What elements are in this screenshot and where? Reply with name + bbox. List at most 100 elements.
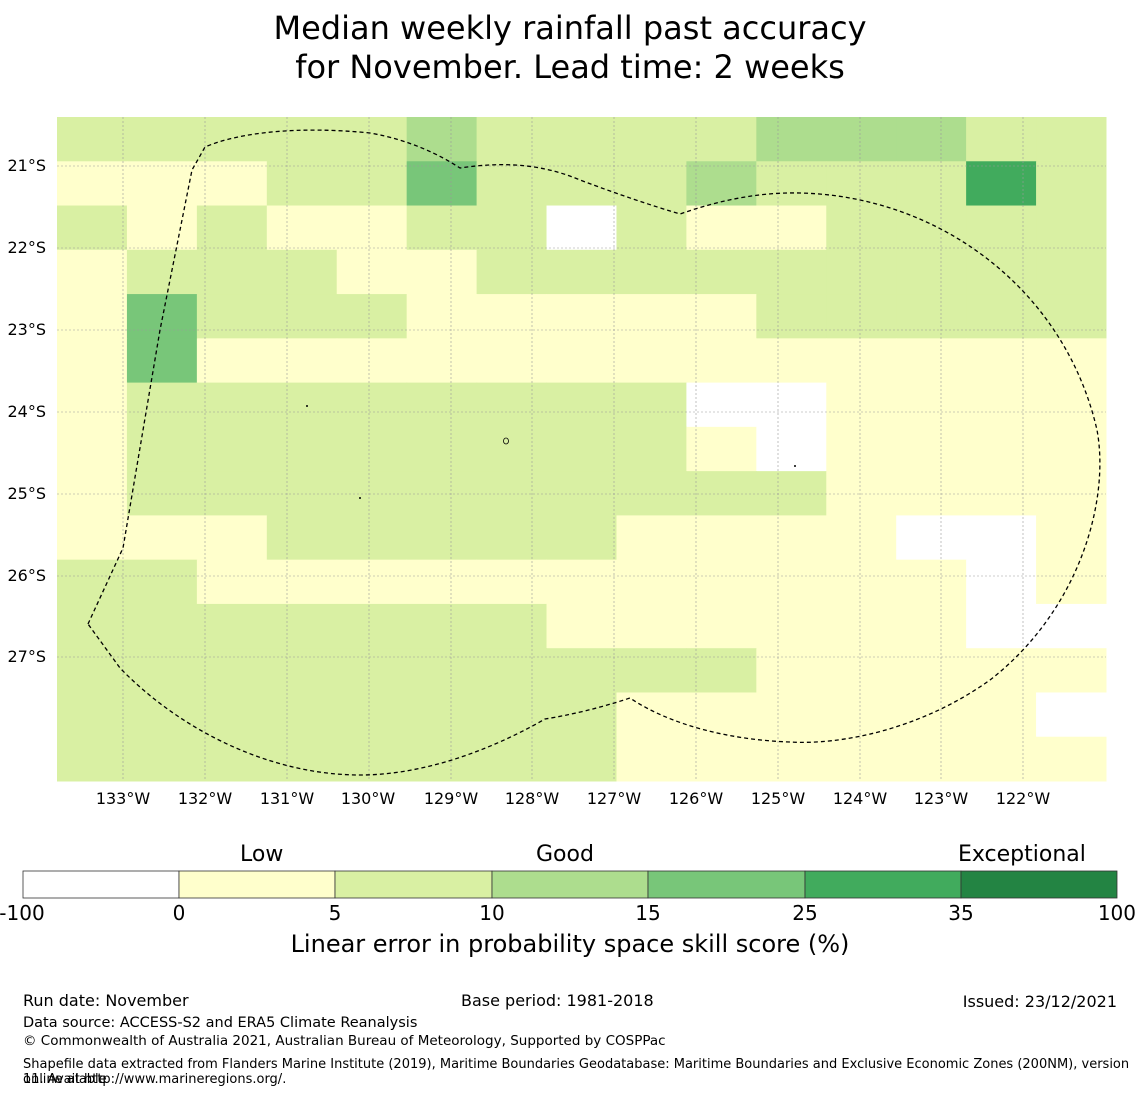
skill-cell <box>686 692 756 737</box>
skill-cell <box>337 604 407 649</box>
skill-cell <box>1036 427 1106 472</box>
skill-cell <box>756 117 826 162</box>
colorbar-tick: 25 <box>765 901 845 925</box>
skill-cell <box>1036 294 1106 339</box>
skill-cell <box>616 737 686 782</box>
skill-cell <box>127 604 197 649</box>
skill-cell <box>616 604 686 649</box>
skill-cell <box>1036 161 1106 206</box>
skill-cell <box>197 427 267 472</box>
skill-cell <box>57 383 127 428</box>
skill-cell <box>337 692 407 737</box>
skill-cell <box>966 117 1036 162</box>
lon-label: 130°W <box>328 789 408 808</box>
skill-cell <box>57 427 127 472</box>
skill-cell <box>547 471 617 516</box>
colorbar-tick: 100 <box>1058 901 1136 925</box>
skill-cell <box>1036 206 1106 251</box>
skill-cell <box>826 427 896 472</box>
skill-cell <box>686 471 756 516</box>
skill-cell <box>127 117 197 162</box>
skill-cell <box>896 692 966 737</box>
skill-cell <box>686 560 756 605</box>
colorbar-tick: 35 <box>921 901 1001 925</box>
skill-cell <box>616 560 686 605</box>
skill-cell <box>686 294 756 339</box>
skill-cell <box>547 560 617 605</box>
skill-cell <box>477 515 547 560</box>
skill-cell <box>477 383 547 428</box>
skill-cell <box>616 338 686 383</box>
skill-cell <box>267 294 337 339</box>
skill-cell <box>826 383 896 428</box>
skill-cell <box>547 338 617 383</box>
skill-cell <box>966 250 1036 295</box>
island-marker <box>359 497 361 499</box>
colorbar-category-low: Low <box>240 842 283 867</box>
skill-cell <box>197 604 267 649</box>
copyright: © Commonwealth of Australia 2021, Austra… <box>23 1033 666 1049</box>
skill-cell <box>197 560 267 605</box>
skill-cell <box>826 471 896 516</box>
skill-cell <box>337 206 407 251</box>
colorbar-tick: -100 <box>0 901 62 925</box>
skill-cell <box>267 560 337 605</box>
skill-grid-cells <box>57 117 1107 782</box>
skill-cell <box>966 294 1036 339</box>
skill-cell <box>966 338 1036 383</box>
skill-cell <box>477 604 547 649</box>
skill-cell <box>547 515 617 560</box>
skill-cell <box>896 294 966 339</box>
skill-cell <box>127 383 197 428</box>
skill-cell <box>197 515 267 560</box>
run-date: Run date: November <box>23 991 189 1010</box>
skill-cell <box>267 692 337 737</box>
skill-cell <box>477 250 547 295</box>
skill-cell <box>756 250 826 295</box>
skill-cell <box>896 117 966 162</box>
skill-cell <box>267 206 337 251</box>
skill-cell <box>477 560 547 605</box>
skill-cell <box>407 294 477 339</box>
skill-cell <box>966 383 1036 428</box>
skill-cell <box>896 338 966 383</box>
issued-date: Issued: 23/12/2021 <box>963 992 1117 1011</box>
skill-cell <box>57 338 127 383</box>
skill-cell <box>267 427 337 472</box>
skill-cell <box>197 692 267 737</box>
colorbar-label: Linear error in probability space skill … <box>0 930 1140 958</box>
skill-cell <box>57 560 127 605</box>
skill-cell <box>756 338 826 383</box>
lon-label: 129°W <box>411 789 491 808</box>
colorbar-boxes <box>23 871 1117 898</box>
skill-cell <box>547 250 617 295</box>
skill-cell <box>826 294 896 339</box>
skill-cell <box>477 427 547 472</box>
skill-cell <box>407 471 477 516</box>
skill-cell <box>616 383 686 428</box>
skill-cell <box>57 692 127 737</box>
skill-cell <box>686 117 756 162</box>
lat-label: 23°S <box>2 320 46 339</box>
colorbar-swatch <box>492 871 648 898</box>
skill-cell <box>616 250 686 295</box>
colorbar-swatch <box>961 871 1117 898</box>
skill-cell <box>407 692 477 737</box>
skill-cell <box>337 338 407 383</box>
lat-label: 21°S <box>2 156 46 175</box>
skill-cell <box>57 206 127 251</box>
colorbar-swatch <box>805 871 961 898</box>
skill-cell <box>477 117 547 162</box>
skill-cell <box>197 338 267 383</box>
lon-label: 122°W <box>983 789 1063 808</box>
skill-cell <box>337 161 407 206</box>
skill-cell <box>1036 604 1106 649</box>
skill-cell <box>896 161 966 206</box>
colorbar-swatch <box>23 871 179 898</box>
skill-cell <box>826 515 896 560</box>
skill-cell <box>547 692 617 737</box>
skill-cell <box>127 206 197 251</box>
skill-cell <box>1036 648 1106 693</box>
skill-cell <box>966 560 1036 605</box>
skill-cell <box>267 471 337 516</box>
